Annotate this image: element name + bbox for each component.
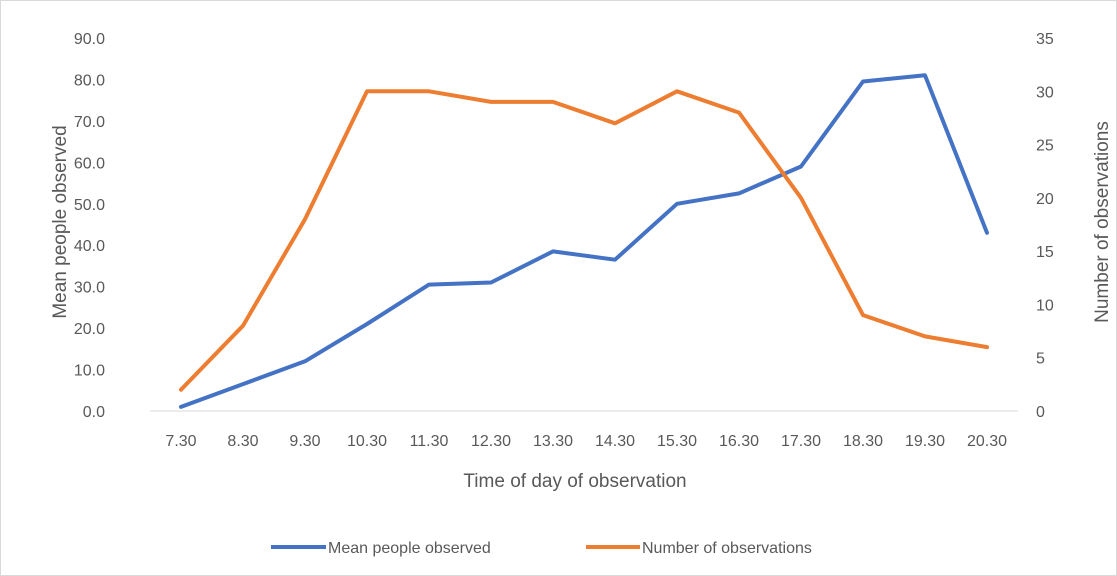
y-tick-label: 10.0 bbox=[74, 363, 105, 380]
y-tick-label: 90.0 bbox=[74, 31, 105, 48]
x-tick-label: 11.30 bbox=[410, 433, 449, 450]
y-tick-label: 30.0 bbox=[74, 280, 105, 297]
left-axis-ticks: 0.0 10.0 20.0 30.0 40.0 50.0 60.0 70.0 80.0 90.0 bbox=[74, 31, 105, 421]
x-tick-label: 13.30 bbox=[533, 433, 573, 450]
y2-tick-label: 30 bbox=[1036, 84, 1054, 101]
x-tick-label: 10.30 bbox=[347, 433, 387, 450]
legend-label-mean-people: Mean people observed bbox=[328, 540, 491, 557]
x-tick-label: 12.30 bbox=[471, 433, 511, 450]
x-tick-label: 14.30 bbox=[595, 433, 635, 450]
y-tick-label: 0.0 bbox=[83, 404, 105, 421]
x-tick-label: 19.30 bbox=[905, 433, 945, 450]
y-tick-label: 80.0 bbox=[74, 72, 105, 89]
y-tick-label: 60.0 bbox=[74, 155, 105, 172]
x-axis-title: Time of day of observation bbox=[463, 471, 686, 492]
x-tick-label: 9.30 bbox=[289, 433, 320, 450]
x-tick-label: 18.30 bbox=[843, 433, 883, 450]
x-axis-ticks: 7.30 8.30 9.30 10.30 11.30 12.30 13.30 14.30 15.… bbox=[165, 433, 1007, 450]
y-tick-label: 20.0 bbox=[74, 321, 105, 338]
x-tick-label: 17.30 bbox=[781, 433, 821, 450]
series-line-mean-people bbox=[179, 73, 989, 409]
x-tick-label: 7.30 bbox=[165, 433, 196, 450]
y2-tick-label: 10 bbox=[1036, 297, 1054, 314]
legend: Mean people observed Number of observati… bbox=[271, 540, 812, 557]
x-tick-label: 20.30 bbox=[967, 433, 1007, 450]
right-axis-ticks: 0 5 10 15 20 25 30 35 bbox=[1036, 31, 1054, 421]
x-tick-label: 15.30 bbox=[657, 433, 697, 450]
y-tick-label: 50.0 bbox=[74, 197, 105, 214]
y-axis-title: Mean people observed bbox=[50, 125, 71, 318]
y2-tick-label: 0 bbox=[1036, 404, 1045, 421]
legend-label-observations: Number of observations bbox=[642, 540, 812, 557]
series-lines bbox=[179, 73, 989, 409]
series-line-observations bbox=[179, 89, 989, 392]
y-tick-label: 70.0 bbox=[74, 114, 105, 131]
y2-tick-label: 5 bbox=[1036, 351, 1045, 368]
y2-tick-label: 35 bbox=[1036, 31, 1054, 48]
y2-axis-title: Number of observations bbox=[1092, 121, 1113, 323]
x-tick-label: 16.30 bbox=[719, 433, 759, 450]
y2-tick-label: 25 bbox=[1036, 138, 1054, 155]
x-tick-label: 8.30 bbox=[227, 433, 258, 450]
y2-tick-label: 20 bbox=[1036, 191, 1054, 208]
y2-tick-label: 15 bbox=[1036, 244, 1054, 261]
y-tick-label: 40.0 bbox=[74, 238, 105, 255]
